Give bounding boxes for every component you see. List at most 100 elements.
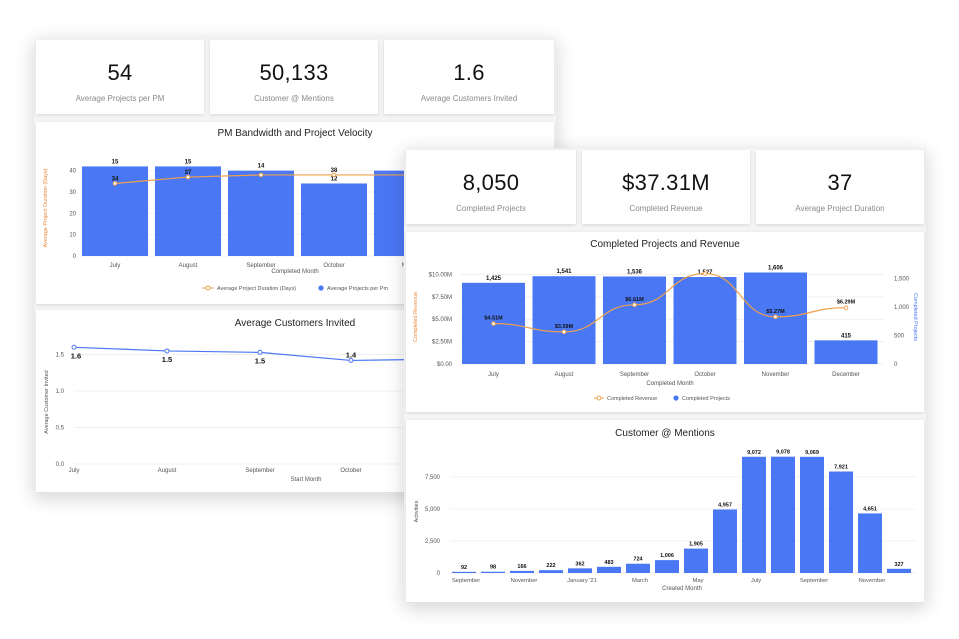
kpi-value: 8,050 xyxy=(462,170,520,195)
legend-label: Average Project Duration (Days) xyxy=(217,286,296,292)
y-left-tick-label: $2.50M xyxy=(432,340,452,346)
bar xyxy=(155,166,221,256)
x-axis-title: Created Month xyxy=(662,586,702,592)
bar xyxy=(673,277,737,364)
bar-value-label: 327 xyxy=(894,562,903,568)
x-axis-title: Completed Month xyxy=(646,381,693,387)
legend-label: Completed Revenue xyxy=(607,396,657,402)
line-value-label: $5.27M xyxy=(766,309,785,315)
x-tick-label: March xyxy=(632,578,648,584)
legend-marker xyxy=(596,395,602,401)
line-point xyxy=(561,329,567,335)
bar xyxy=(887,568,911,573)
chart-title: PM Bandwidth and Project Velocity xyxy=(217,128,373,139)
line-value-label: 1.6 xyxy=(71,351,81,360)
bar xyxy=(800,456,824,573)
y-tick-label: 40 xyxy=(69,169,76,175)
y-axis-title: Average Customer Invited xyxy=(44,370,50,434)
kpi-card-avg-customers-invited[interactable]: 1.6 Average Customers Invited xyxy=(384,40,554,114)
y-tick-label: 10 xyxy=(69,233,76,239)
x-tick-label: July xyxy=(69,468,80,474)
bar-value-label: 483 xyxy=(604,560,613,566)
y-tick-label: 1.0 xyxy=(56,389,65,395)
line-point xyxy=(843,305,849,310)
x-tick-label: October xyxy=(323,263,344,269)
bar xyxy=(568,568,592,573)
line-value-label: $3.59M xyxy=(555,324,574,330)
kpi-card-completed-revenue[interactable]: $37.31M Completed Revenue xyxy=(582,150,750,224)
y-tick-label: 0.5 xyxy=(56,426,65,432)
bar-value-label: 362 xyxy=(575,561,584,567)
kpi-value: 37 xyxy=(827,170,853,195)
y-axis-title: Average Project Duration (Days) xyxy=(43,168,49,247)
completed-projects-revenue-chart: $0.00 $2.50M $5.00M $7.50M $10.00M 0 500 1,000 1… xyxy=(413,266,918,402)
bar-value-label: 1,425 xyxy=(486,276,502,282)
x-tick-label: November xyxy=(511,578,538,584)
x-tick-label: October xyxy=(340,468,361,474)
bar xyxy=(829,471,853,573)
y-tick-label: 2,500 xyxy=(425,539,441,545)
x-tick-label: August xyxy=(179,263,198,269)
x-tick-label: September xyxy=(800,578,828,584)
chart-card-completed-projects-revenue[interactable]: Completed Projects and Revenue $0.00 $2.5… xyxy=(406,232,924,412)
x-tick-label: May xyxy=(693,578,704,584)
kpi-card-avg-project-duration[interactable]: 37 Average Project Duration xyxy=(756,150,924,224)
bar xyxy=(597,566,621,573)
bar-value-label: 9,078 xyxy=(776,450,790,456)
y-tick-label: 7,500 xyxy=(425,475,441,481)
x-tick-label: January '21 xyxy=(567,578,597,584)
x-tick-label: July xyxy=(110,263,121,269)
y-tick-label: 20 xyxy=(69,211,76,217)
x-axis-title: Completed Month xyxy=(271,269,318,275)
line-point xyxy=(71,344,77,350)
legend-marker xyxy=(673,395,679,401)
y-tick-label: 5,000 xyxy=(425,507,441,513)
line-point xyxy=(491,321,496,326)
bar xyxy=(771,456,795,573)
bar-value-label: 1,006 xyxy=(660,553,674,559)
line-value-label: 1.5 xyxy=(255,356,265,365)
chart-title: Average Customers Invited xyxy=(234,318,356,329)
y-right-axis-title: Completed Projects xyxy=(912,293,918,341)
bar-value-label: 92 xyxy=(461,565,467,571)
line-value-label: $4.51M xyxy=(484,316,503,322)
x-tick-label: September xyxy=(246,263,275,269)
x-tick-label: September xyxy=(452,578,480,584)
bar-value-label: 12 xyxy=(331,176,338,182)
bar-value-label: 1,606 xyxy=(768,266,784,272)
y-tick-label: 0.0 xyxy=(56,462,65,468)
x-tick-label: August xyxy=(555,372,574,378)
chart-title: Customer @ Mentions xyxy=(615,428,715,439)
kpi-card-avg-projects[interactable]: 54 Average Projects per PM xyxy=(36,40,204,114)
kpi-card-customer-mentions[interactable]: 50,133 Customer @ Mentions xyxy=(210,40,378,114)
kpi-label: Completed Projects xyxy=(456,204,526,213)
line-value-label: 34 xyxy=(112,176,119,182)
chart-card-customer-mentions[interactable]: Customer @ Mentions 0 2,500 5,000 7,500 Acti… xyxy=(406,420,924,602)
bar-value-label: 14 xyxy=(258,164,265,170)
x-tick-label: December xyxy=(832,372,860,378)
bar xyxy=(452,571,476,574)
legend-marker xyxy=(205,285,211,291)
line-value-label: 37 xyxy=(185,170,192,176)
x-tick-label: September xyxy=(245,468,274,474)
bar xyxy=(228,170,294,256)
bar-value-label: 222 xyxy=(546,563,555,569)
bar xyxy=(532,276,596,364)
y-tick-label: 1.5 xyxy=(56,353,65,359)
kpi-value: $37.31M xyxy=(622,170,710,195)
x-tick-label: July xyxy=(488,372,499,378)
bar-value-label: 4,957 xyxy=(718,502,732,508)
bar xyxy=(481,571,505,573)
kpi-value: 50,133 xyxy=(259,60,329,85)
kpi-card-completed-projects[interactable]: 8,050 Completed Projects xyxy=(406,150,576,224)
bar-value-label: 7,921 xyxy=(834,465,848,471)
y-left-tick-label: $5.00M xyxy=(432,317,452,323)
line-value-label: 1.5 xyxy=(162,355,172,364)
customer-mentions-chart: 0 2,500 5,000 7,500 Activities 92 98 166 222 362 4… xyxy=(414,450,916,592)
bar-value-label: 166 xyxy=(517,564,526,570)
bar xyxy=(301,183,367,256)
line-value-label: $6.61M xyxy=(625,297,644,303)
kpi-value: 1.6 xyxy=(453,60,485,85)
bar xyxy=(510,570,534,573)
bar-value-label: 15 xyxy=(112,159,119,165)
